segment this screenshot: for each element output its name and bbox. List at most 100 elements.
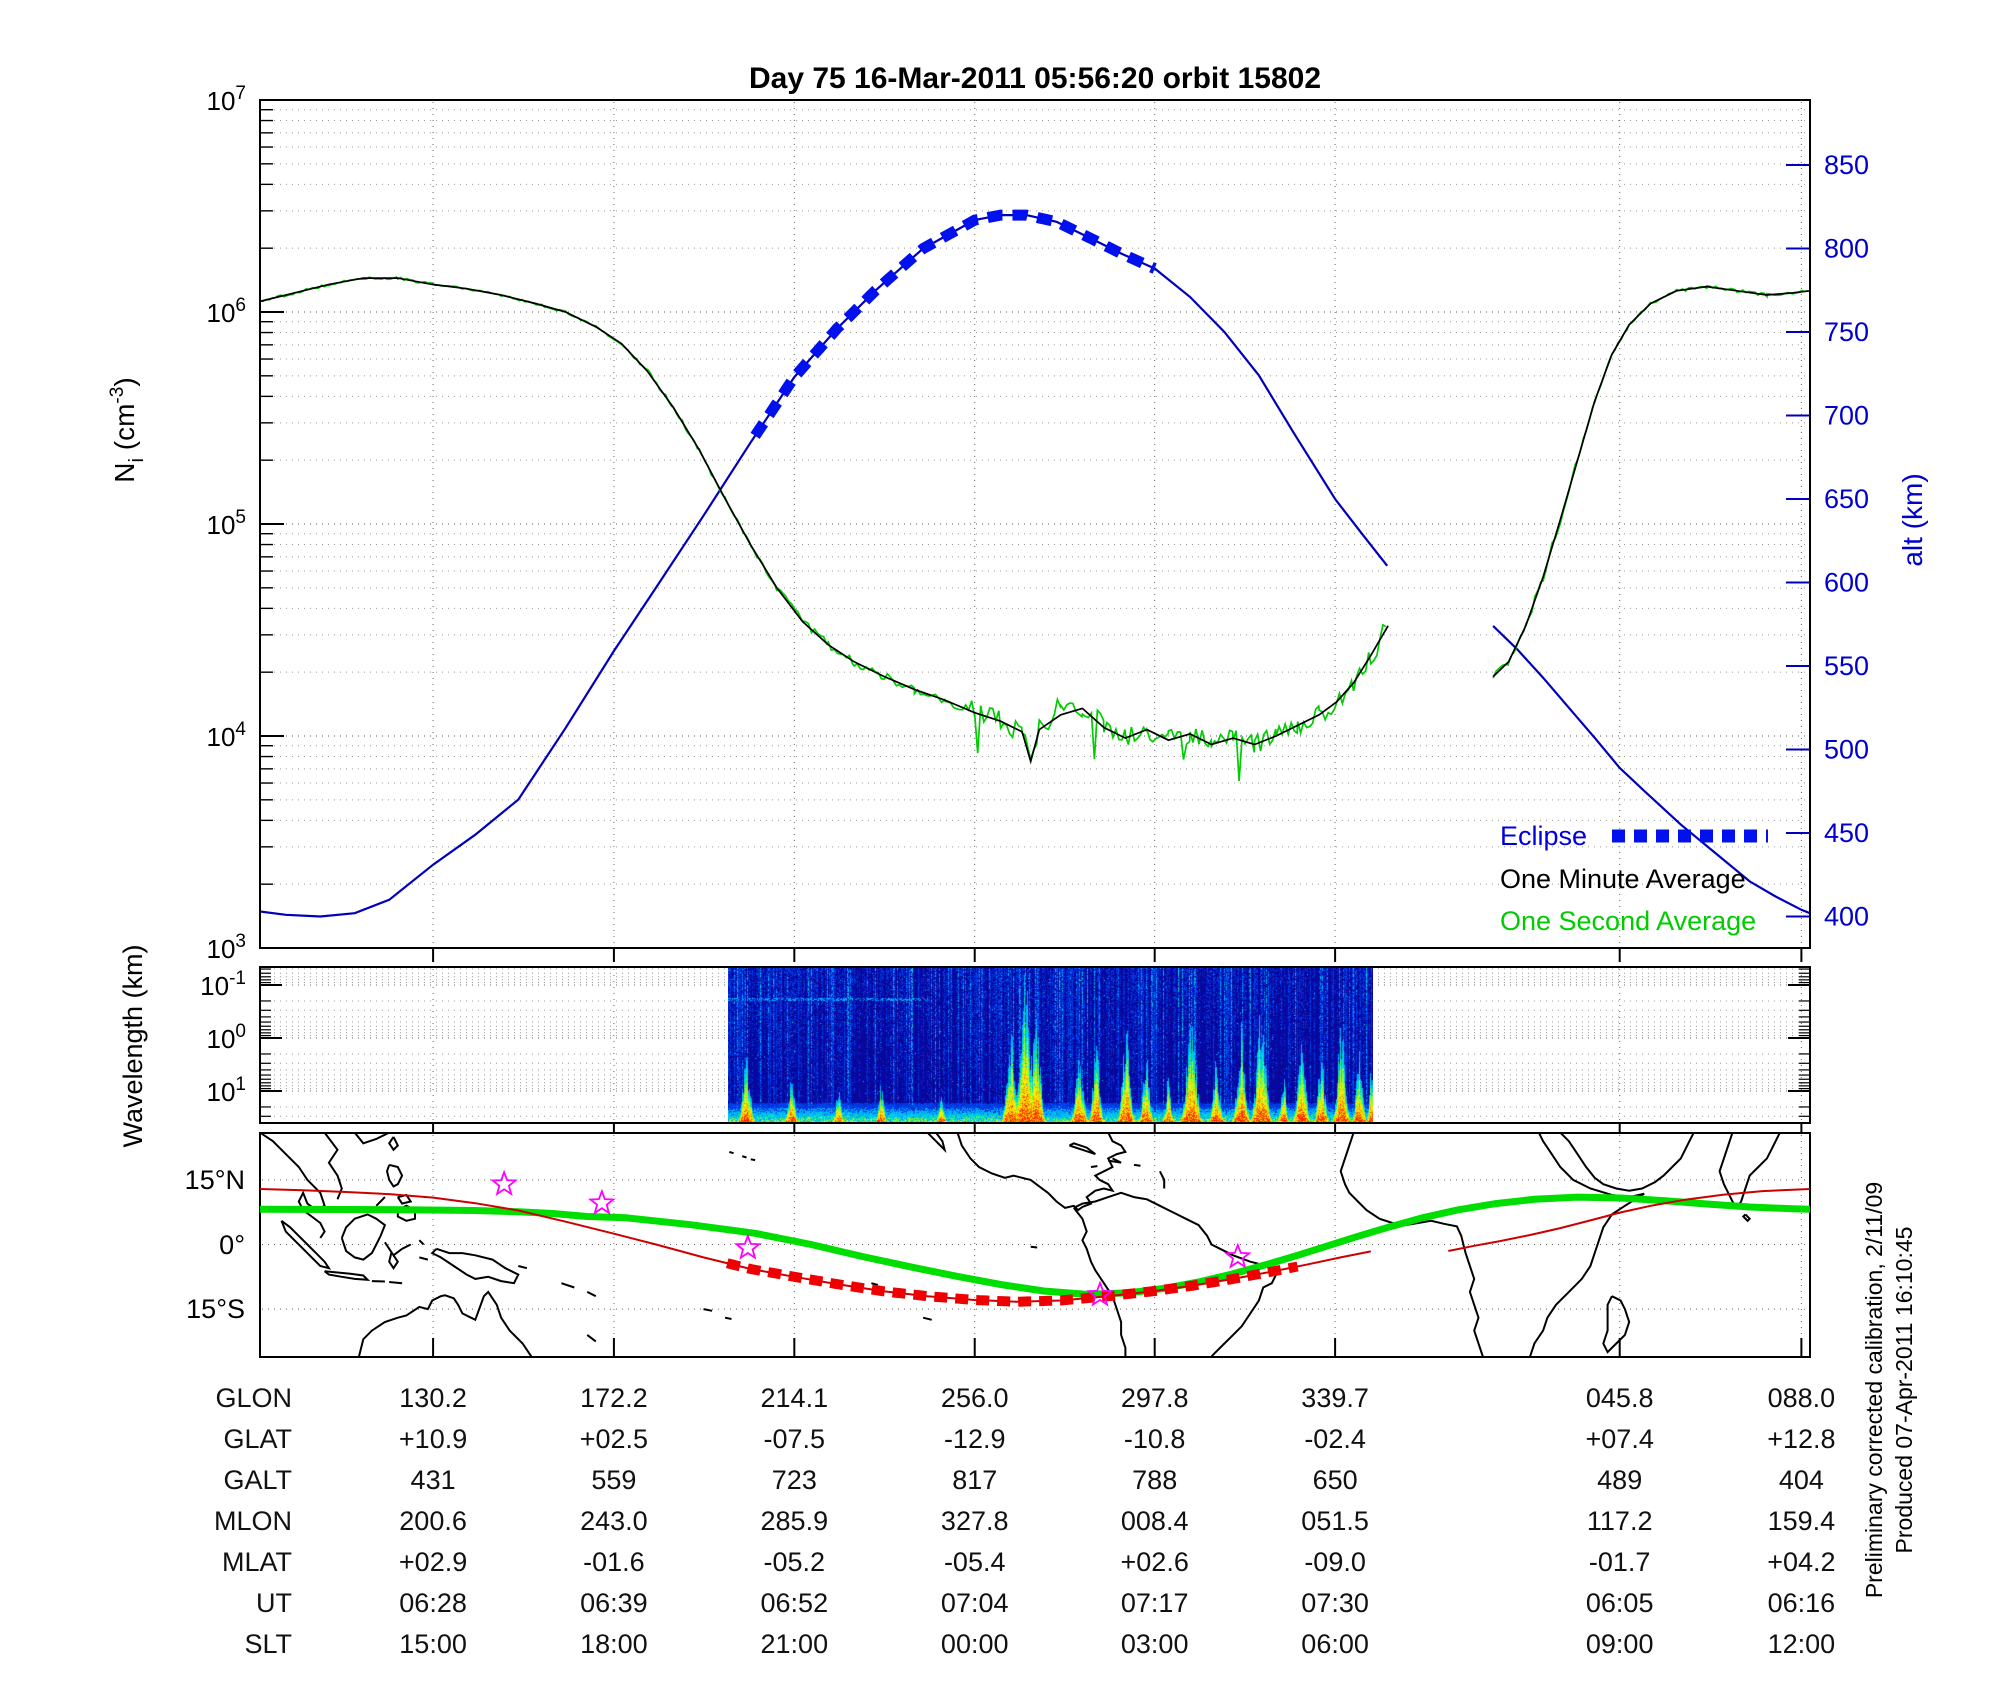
table-cell: -10.8 <box>1124 1424 1186 1454</box>
coastline <box>956 1133 1128 1212</box>
table-row-label: GLAT <box>223 1424 292 1454</box>
coastline <box>1090 1165 1098 1168</box>
ground-track-line <box>1448 1188 1810 1252</box>
table-cell: 00:00 <box>941 1629 1009 1659</box>
magnetic-equator-line <box>260 1193 1810 1298</box>
curve-area <box>260 209 1810 918</box>
coastline <box>1073 1207 1127 1357</box>
station-star-icon <box>733 1233 762 1260</box>
coastline <box>1529 1133 1645 1357</box>
coastline <box>1133 1163 1141 1167</box>
density-axis-label: 105 <box>207 507 247 540</box>
table-row-label: MLAT <box>222 1547 292 1577</box>
station-star-icon <box>587 1188 616 1215</box>
data-curves <box>260 209 1810 918</box>
coastline <box>703 1308 713 1312</box>
coastline <box>1068 1142 1096 1156</box>
wavelength-axis-label: 100 <box>207 1021 247 1054</box>
table-cell: +02.6 <box>1121 1547 1189 1577</box>
station-star-icon <box>1223 1242 1252 1269</box>
table-cell: 431 <box>411 1465 456 1495</box>
legend-label: One Minute Average <box>1500 864 1746 894</box>
table-cell: 07:17 <box>1121 1588 1189 1618</box>
coastline <box>389 1281 403 1285</box>
table-cell: 06:00 <box>1301 1629 1369 1659</box>
station-star-icon <box>1086 1280 1114 1307</box>
table-cell: 130.2 <box>399 1383 467 1413</box>
table-row-label: MLON <box>214 1506 292 1536</box>
table-row-label: GALT <box>223 1465 292 1495</box>
coastline <box>1030 1245 1038 1249</box>
coastline <box>388 1252 400 1271</box>
alt-tick-label: 450 <box>1824 818 1869 848</box>
table-cell: 200.6 <box>399 1506 467 1536</box>
table-cell: +02.5 <box>580 1424 648 1454</box>
table-cell: 051.5 <box>1301 1506 1369 1536</box>
table-cell: +07.4 <box>1586 1424 1654 1454</box>
alt-tick-label: 550 <box>1824 651 1869 681</box>
one-minute-average-line <box>1492 285 1810 678</box>
alt-tick-label: 650 <box>1824 484 1869 514</box>
table-cell: 117.2 <box>1587 1506 1653 1536</box>
wavelength-spectrogram <box>728 968 1373 1122</box>
coastline <box>561 1282 575 1289</box>
table-cell: 243.0 <box>580 1506 648 1536</box>
coastline <box>430 1247 520 1285</box>
table-row-label: UT <box>256 1588 292 1618</box>
coastline <box>385 1163 404 1188</box>
coastline <box>387 1136 400 1152</box>
altitude-line <box>260 214 1389 918</box>
map-lat-label-15n: 15°N <box>185 1165 245 1195</box>
table-cell: 06:16 <box>1768 1588 1836 1618</box>
map-area <box>260 1133 1810 1357</box>
coastline <box>1108 1157 1122 1164</box>
table-cell: 07:30 <box>1301 1588 1369 1618</box>
coastline <box>396 1204 416 1222</box>
coastline <box>1741 1213 1752 1223</box>
table-cell: 03:00 <box>1121 1629 1189 1659</box>
table-cell: 339.7 <box>1301 1383 1369 1413</box>
wavelength-axis-label: 10-1 <box>200 968 246 1001</box>
table-cell: -09.0 <box>1304 1547 1366 1577</box>
alt-tick-label: 700 <box>1824 401 1869 431</box>
table-row-label: SLT <box>244 1629 292 1659</box>
alt-tick-label: 800 <box>1824 234 1869 264</box>
coastline <box>418 1239 425 1246</box>
table-cell: 15:00 <box>399 1629 467 1659</box>
table-cell: 285.9 <box>761 1506 829 1536</box>
legend-label: Eclipse <box>1500 821 1587 851</box>
alt-tick-label: 850 <box>1824 150 1869 180</box>
table-cell: 06:52 <box>761 1588 829 1618</box>
coastline <box>1602 1295 1631 1354</box>
table-cell: 559 <box>591 1465 636 1495</box>
density-axis-label: 106 <box>207 295 247 328</box>
table-cell: 18:00 <box>580 1629 648 1659</box>
gridlines <box>262 102 1808 1355</box>
page-title: Day 75 16-Mar-2011 05:56:20 orbit 15802 <box>749 62 1321 95</box>
coastline <box>1159 1170 1166 1189</box>
table-cell: 172.2 <box>580 1383 648 1413</box>
table-cell: -01.7 <box>1589 1547 1651 1577</box>
coastline <box>518 1265 528 1270</box>
map-lat-label-15s: 15°S <box>186 1294 245 1324</box>
coastline <box>280 1220 332 1270</box>
wavelength-axis-label: 101 <box>207 1074 247 1107</box>
wavelength-panel-frame <box>259 966 1811 1124</box>
axes-and-ticks: 103 104 105 106 107 Ni (cm-3) 850 800 750 700 650 6… <box>107 83 1869 1358</box>
sidenote-line-1: Preliminary corrected calibration, 2/11/… <box>1861 1182 1887 1598</box>
table-cell: -02.4 <box>1304 1424 1366 1454</box>
alt-tick-label: 600 <box>1824 568 1869 598</box>
alt-tick-label: 400 <box>1824 902 1869 932</box>
table-cell: 256.0 <box>941 1383 1009 1413</box>
map-panel <box>260 1133 1810 1357</box>
altitude-line <box>1492 625 1810 915</box>
table-cell: 817 <box>952 1465 997 1495</box>
sidenote-line-2: Produced 07-Apr-2011 16:10:45 <box>1891 1227 1917 1554</box>
table-cell: 06:28 <box>399 1588 467 1618</box>
coastline <box>1559 1133 1695 1192</box>
coastline <box>729 1150 734 1155</box>
table-cell: 09:00 <box>1586 1629 1654 1659</box>
ephemeris-table: GLON 130.2 172.2 214.1 256.0 297.8 339.7 045.8 0… <box>214 1383 1836 1659</box>
